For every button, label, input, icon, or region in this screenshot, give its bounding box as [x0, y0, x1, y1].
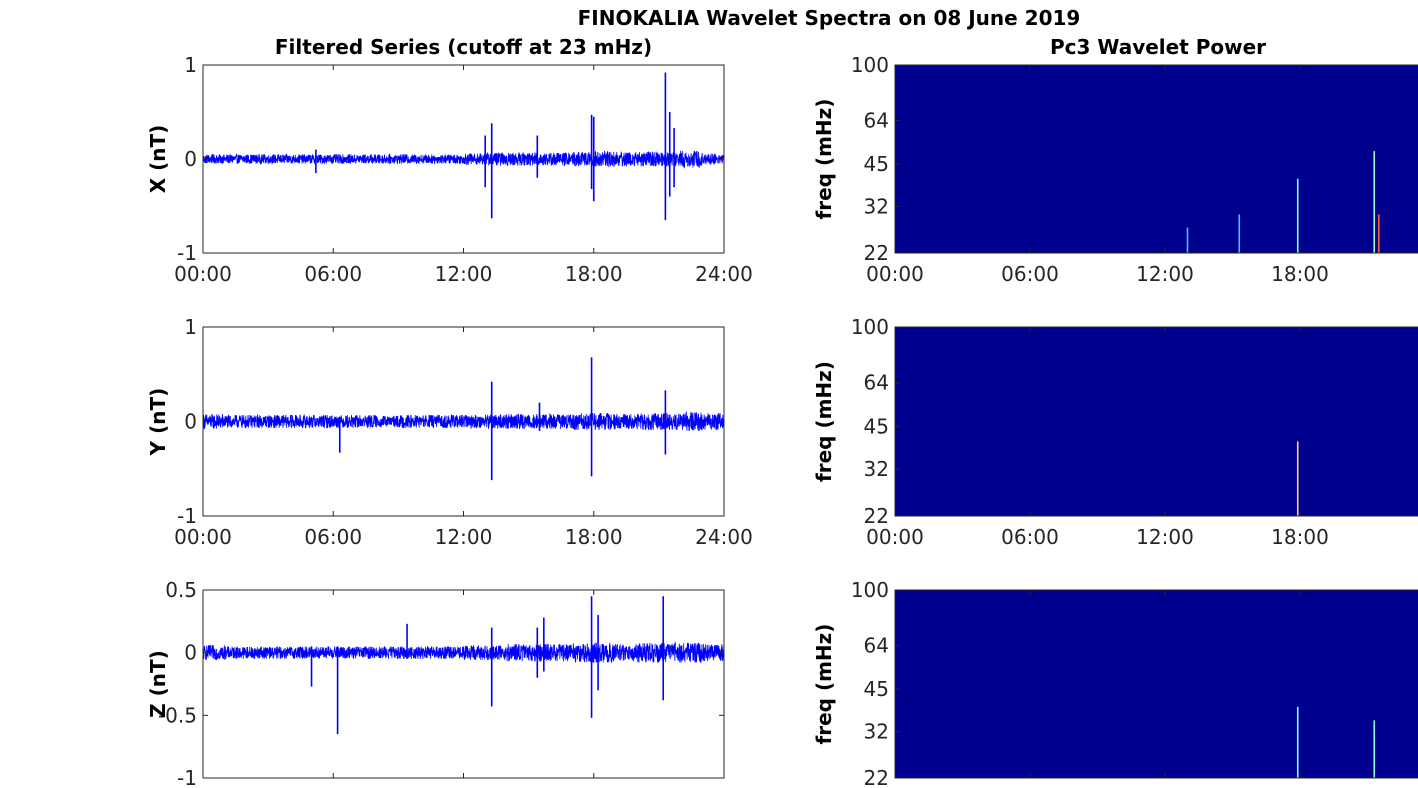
heatmap-background [895, 65, 1418, 253]
y-axis-label: freq (mHz) [812, 361, 836, 482]
x-tick-label: 18:00 [565, 525, 623, 549]
y-tick-label: 0 [184, 147, 197, 171]
y-axis-label: Y (nT) [146, 388, 170, 457]
y-tick-label: 32 [864, 719, 889, 743]
y-tick-label: 32 [864, 194, 889, 218]
y-axis-label: freq (mHz) [812, 99, 836, 220]
axes-frame [202, 589, 725, 779]
heatmap-area [895, 65, 1418, 253]
heatmap-background [895, 327, 1418, 516]
y-tick-label: 45 [864, 415, 889, 439]
y-tick-label: 100 [851, 578, 889, 602]
x-tick-label: 18:00 [1271, 525, 1329, 549]
heatmap-area [895, 590, 1418, 778]
panel-title: Filtered Series (cutoff at 23 mHz) [275, 35, 652, 59]
panel-title: Pc3 Wavelet Power [1050, 35, 1266, 59]
x-tick-label: 06:00 [1001, 262, 1059, 286]
y-axis-label: Z (nT) [146, 650, 170, 718]
y-tick-label: 64 [864, 371, 889, 395]
x-tick-label: 18:00 [565, 262, 623, 286]
y-tick-label: 22 [864, 766, 889, 788]
x-tick-label: 00:00 [174, 262, 232, 286]
x-tick-label: 12:00 [435, 525, 493, 549]
y-tick-label: 45 [864, 152, 889, 176]
y-tick-label: 45 [864, 677, 889, 701]
signal-trace [202, 150, 725, 169]
x-tick-label: 00:00 [174, 525, 232, 549]
y-tick-label: -1 [177, 766, 197, 788]
y-tick-label: 22 [864, 241, 889, 265]
x-tick-label: 12:00 [1136, 525, 1194, 549]
wavelet-z-panel: 100 64 45 32 22 freq (mHz) [812, 578, 1418, 788]
signal-trace [202, 411, 725, 432]
y-tick-label: 0 [184, 641, 197, 665]
x-tick-label: 12:00 [435, 262, 493, 286]
figure-title: FINOKALIA Wavelet Spectra on 08 June 201… [578, 6, 1081, 30]
y-axis-label: X (nT) [146, 125, 170, 194]
y-tick-label: 32 [864, 457, 889, 481]
x-tick-label: 24:00 [695, 262, 753, 286]
y-tick-label: 100 [851, 315, 889, 339]
y-tick-label: -1 [177, 504, 197, 528]
x-tick-label: 06:00 [304, 525, 362, 549]
x-tick-label: 06:00 [1001, 525, 1059, 549]
y-tick-label: 100 [851, 53, 889, 77]
x-tick-label: 00:00 [866, 525, 924, 549]
y-tick-label: 0.5 [165, 578, 197, 602]
y-tick-label: 22 [864, 504, 889, 528]
heatmap-background [895, 590, 1418, 778]
y-tick-label: -0.5 [158, 703, 197, 727]
x-tick-label: 00:00 [866, 262, 924, 286]
filtered-y-panel: 00:00 06:00 12:00 18:00 24:00 1 0 -1 Y (nT) [146, 315, 753, 549]
signal-trace [202, 641, 725, 664]
x-tick-label: 12:00 [1136, 262, 1194, 286]
y-axis-label: freq (mHz) [812, 624, 836, 745]
y-tick-label: -1 [177, 241, 197, 265]
y-tick-label: 64 [864, 108, 889, 132]
y-tick-label: 0 [184, 410, 197, 434]
y-tick-label: 1 [184, 53, 197, 77]
heatmap-area [895, 327, 1418, 516]
x-tick-label: 18:00 [1271, 262, 1329, 286]
x-tick-label: 24:00 [695, 525, 753, 549]
filtered-x-panel: 00:00 06:00 12:00 18:00 24:00 1 0 -1 X (nT) Filte… [146, 35, 753, 286]
y-tick-label: 64 [864, 633, 889, 657]
x-tick-label: 06:00 [304, 262, 362, 286]
y-tick-label: 1 [184, 315, 197, 339]
